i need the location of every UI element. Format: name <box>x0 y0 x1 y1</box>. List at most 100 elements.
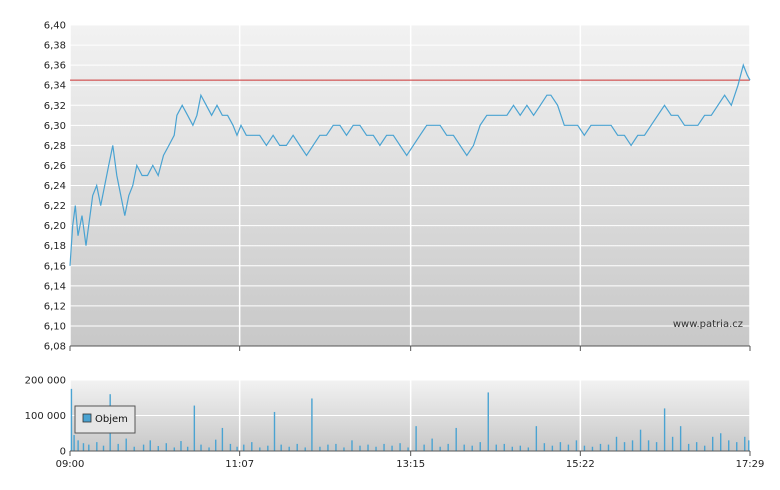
volume-bar <box>383 443 385 451</box>
volume-bar <box>615 436 618 451</box>
price-y-tick-label: 6,36 <box>44 61 66 72</box>
volume-bar <box>215 439 217 451</box>
price-x-ticks <box>69 346 751 351</box>
volume-bar <box>186 446 189 451</box>
volume-bar <box>623 442 626 451</box>
volume-panel: 0 100 000 200 000 09:00 11:07 13:15 15:22 17:2… <box>25 376 765 471</box>
volume-bar <box>351 440 353 451</box>
volume-bar <box>267 445 269 451</box>
volume-bar <box>639 429 642 451</box>
volume-bar <box>367 444 369 451</box>
volume-y-axis: 0 100 000 200 000 <box>25 376 66 458</box>
volume-bar <box>343 447 345 451</box>
volume-bar <box>711 436 714 451</box>
price-panel: 6,08 6,10 6,12 6,14 6,16 6,18 6,20 6,22 6,24 6,26… <box>44 21 751 353</box>
volume-bar <box>551 445 554 451</box>
volume-bar <box>447 443 449 451</box>
volume-y-tick-label: 0 <box>60 447 66 458</box>
volume-bar <box>288 446 290 451</box>
volume-bar <box>736 442 738 451</box>
price-y-tick-label: 6,38 <box>44 41 66 52</box>
volume-bar <box>208 447 210 451</box>
volume-bar <box>744 436 746 451</box>
volume-bar <box>519 445 522 451</box>
volume-x-axis-labels: 09:00 11:07 13:15 15:22 17:29 <box>56 451 765 470</box>
volume-bar <box>142 444 145 451</box>
volume-bar <box>567 444 570 451</box>
volume-bar <box>599 443 602 451</box>
price-y-axis: 6,08 6,10 6,12 6,14 6,16 6,18 6,20 6,22 6,24 6,26… <box>44 21 66 353</box>
volume-bar <box>165 443 167 451</box>
volume-bar <box>73 435 75 451</box>
volume-bar <box>647 440 650 451</box>
volume-bar <box>221 427 224 451</box>
volume-bar <box>463 444 465 451</box>
price-y-tick-label: 6,08 <box>44 342 66 353</box>
volume-bar <box>559 442 562 451</box>
volume-bar <box>335 443 337 451</box>
price-y-tick-label: 6,14 <box>44 281 66 292</box>
volume-bar <box>527 447 530 451</box>
volume-bar <box>728 440 730 451</box>
volume-bar <box>679 426 682 451</box>
price-grid <box>69 24 751 347</box>
volume-bar <box>503 443 505 451</box>
volume-bar <box>495 444 497 451</box>
volume-bar <box>243 444 245 451</box>
price-y-tick-label: 6,16 <box>44 261 66 272</box>
volume-bar <box>251 442 253 451</box>
price-y-tick-label: 6,40 <box>44 21 66 32</box>
volume-bar <box>391 445 393 451</box>
price-y-tick-label: 6,32 <box>44 101 66 112</box>
volume-bar <box>236 446 238 451</box>
volume-bar <box>77 440 79 451</box>
volume-bar <box>407 447 409 451</box>
price-y-tick-label: 6,28 <box>44 141 66 152</box>
price-y-tick-label: 6,12 <box>44 301 66 312</box>
volume-bar <box>311 398 313 451</box>
volume-bar <box>96 442 98 451</box>
volume-bar <box>149 440 151 451</box>
volume-bar <box>117 443 119 451</box>
volume-bar <box>695 442 698 451</box>
volume-bar <box>607 444 610 451</box>
volume-bar <box>296 443 298 451</box>
x-tick-label: 17:29 <box>736 459 765 470</box>
volume-bar <box>511 446 514 451</box>
volume-bar <box>88 444 90 451</box>
volume-bar <box>703 445 706 451</box>
volume-bar <box>82 443 85 451</box>
x-tick-label: 15:22 <box>566 459 595 470</box>
volume-bar <box>280 444 282 451</box>
legend-label: Objem <box>95 414 128 425</box>
volume-bar <box>671 436 674 451</box>
price-y-tick-label: 6,10 <box>44 321 66 332</box>
volume-bars <box>70 388 750 451</box>
volume-bar <box>173 447 176 451</box>
volume-bar <box>423 444 425 451</box>
volume-bar <box>125 438 127 451</box>
volume-bar <box>431 438 433 451</box>
volume-bar <box>259 447 261 451</box>
watermark: www.patria.cz <box>673 319 743 330</box>
volume-bar <box>583 445 586 451</box>
volume-y-tick-label: 100 000 <box>25 411 66 422</box>
volume-bar <box>479 442 481 451</box>
volume-bar <box>487 392 489 451</box>
volume-bar <box>193 405 196 451</box>
volume-bar <box>720 433 722 451</box>
volume-bar <box>687 443 690 451</box>
price-y-tick-label: 6,20 <box>44 221 66 232</box>
volume-bar <box>655 442 658 451</box>
volume-bar <box>575 440 578 451</box>
price-y-tick-label: 6,26 <box>44 161 66 172</box>
price-y-tick-label: 6,18 <box>44 241 66 252</box>
volume-bar <box>399 443 401 451</box>
volume-bar <box>663 408 666 451</box>
price-y-tick-label: 6,24 <box>44 181 66 192</box>
volume-bar <box>455 427 457 451</box>
volume-y-tick-label: 200 000 <box>25 376 66 387</box>
volume-bar <box>415 426 417 451</box>
volume-bar <box>133 446 135 451</box>
